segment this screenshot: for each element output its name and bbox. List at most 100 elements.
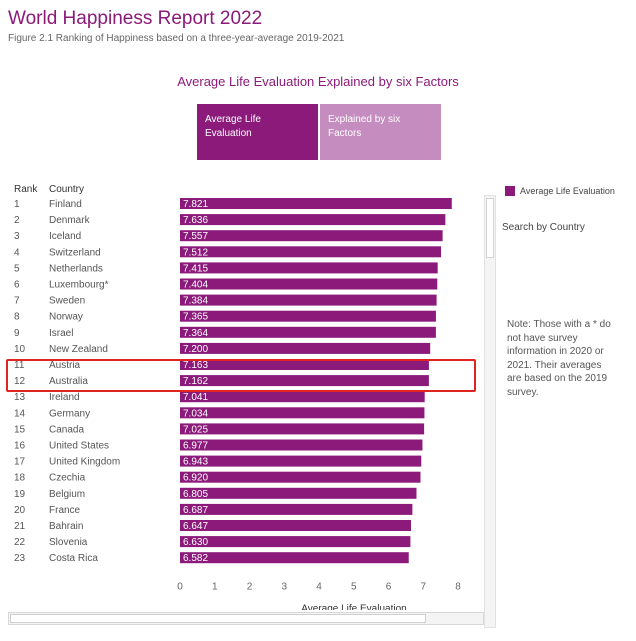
country-label: Australia <box>49 376 88 387</box>
value-label: 7.821 <box>183 199 208 210</box>
bar <box>180 278 438 290</box>
report-subtitle: Figure 2.1 Ranking of Happiness based on… <box>8 33 345 44</box>
value-label: 7.557 <box>183 231 208 242</box>
x-tick-label: 6 <box>386 581 392 592</box>
bar <box>180 552 409 564</box>
value-label: 6.687 <box>183 505 208 516</box>
toggle-average-life-evaluation[interactable]: Average Life Evaluation <box>197 104 318 160</box>
rank-label: 19 <box>14 489 26 500</box>
country-label: Ireland <box>49 392 80 403</box>
bar <box>180 198 452 209</box>
rank-label: 5 <box>14 263 20 274</box>
value-label: 7.384 <box>183 296 208 307</box>
country-label: United States <box>49 441 109 452</box>
value-label: 7.415 <box>183 263 208 274</box>
bar <box>180 407 425 419</box>
value-label: 7.404 <box>183 280 208 291</box>
rank-label: 16 <box>14 441 26 452</box>
value-label: 6.582 <box>183 553 208 564</box>
vertical-scrollbar[interactable] <box>484 195 496 628</box>
rank-label: 21 <box>14 521 26 532</box>
bar <box>180 439 423 451</box>
country-label: Switzerland <box>49 247 101 258</box>
country-label: Austria <box>49 360 81 371</box>
bar <box>180 455 422 467</box>
value-label: 7.512 <box>183 247 208 258</box>
bar <box>180 262 438 274</box>
toggle-explained-by-six-factors[interactable]: Explained by six Factors <box>320 104 441 160</box>
x-tick-label: 8 <box>455 581 461 592</box>
rank-label: 1 <box>14 199 20 210</box>
bar <box>180 230 443 242</box>
rank-label: 3 <box>14 231 20 242</box>
survey-note: Note: Those with a * do not have survey … <box>507 319 611 398</box>
rank-label: 12 <box>14 376 26 387</box>
country-label: Costa Rica <box>49 553 98 564</box>
rank-label: 8 <box>14 312 20 323</box>
legend: Average Life Evaluation <box>505 186 615 196</box>
x-axis-title: Average Life Evaluation <box>301 603 406 610</box>
value-label: 6.943 <box>183 457 208 468</box>
rank-label: 17 <box>14 457 26 468</box>
country-column-header: Country <box>49 184 85 195</box>
bar <box>180 246 442 258</box>
highlight-box <box>6 359 476 392</box>
bar <box>180 520 411 531</box>
bar <box>180 294 437 306</box>
value-label: 7.034 <box>183 408 208 419</box>
vertical-scrollbar-thumb[interactable] <box>486 198 494 258</box>
rank-label: 22 <box>14 537 26 548</box>
bar <box>180 375 429 387</box>
rank-label: 4 <box>14 247 20 258</box>
bar <box>180 487 417 499</box>
country-label: United Kingdom <box>49 457 120 468</box>
bar <box>180 214 446 226</box>
country-label: Israel <box>49 328 73 339</box>
country-label: New Zealand <box>49 344 108 355</box>
rank-label: 18 <box>14 473 26 484</box>
value-label: 7.041 <box>183 392 208 403</box>
country-label: Finland <box>49 199 82 210</box>
country-label: Netherlands <box>49 263 103 274</box>
bar <box>180 359 429 370</box>
value-label: 7.200 <box>183 344 208 355</box>
horizontal-scrollbar[interactable] <box>8 612 484 625</box>
report-title: World Happiness Report 2022 <box>8 8 263 29</box>
rank-label: 10 <box>14 344 26 355</box>
bar-chart: 1 Finland 7.821 2 Denmark 7.636 3 Iceland 7.557 4… <box>14 198 461 610</box>
section-title: Average Life Evaluation Explained by six… <box>177 74 459 89</box>
horizontal-scrollbar-thumb[interactable] <box>10 614 426 623</box>
bar <box>180 391 425 403</box>
country-label: Denmark <box>49 215 91 226</box>
country-label: Norway <box>49 312 83 323</box>
value-label: 7.025 <box>183 424 208 435</box>
x-tick-label: 1 <box>212 581 218 592</box>
legend-label: Average Life Evaluation <box>520 186 615 196</box>
rank-label: 13 <box>14 392 26 403</box>
rank-label: 15 <box>14 424 26 435</box>
value-label: 7.163 <box>183 360 208 371</box>
rank-label: 9 <box>14 328 20 339</box>
x-tick-label: 7 <box>420 581 426 592</box>
value-label: 6.977 <box>183 441 208 452</box>
value-label: 6.647 <box>183 521 208 532</box>
bar <box>180 310 436 322</box>
bar <box>180 423 425 435</box>
x-tick-label: 5 <box>351 581 357 592</box>
bar <box>180 471 421 483</box>
search-by-country-label[interactable]: Search by Country <box>502 222 585 233</box>
country-label: Germany <box>49 408 90 419</box>
rank-label: 20 <box>14 505 26 516</box>
value-label: 7.364 <box>183 328 208 339</box>
x-tick-label: 2 <box>247 581 253 592</box>
value-label: 7.162 <box>183 376 208 387</box>
x-tick-label: 0 <box>177 581 183 592</box>
rank-label: 14 <box>14 408 26 419</box>
bar <box>180 503 413 515</box>
country-label: Iceland <box>49 231 81 242</box>
value-label: 6.630 <box>183 537 208 548</box>
bar <box>180 536 411 548</box>
rank-label: 11 <box>14 360 25 371</box>
rank-label: 2 <box>14 215 20 226</box>
country-label: Bahrain <box>49 521 83 532</box>
